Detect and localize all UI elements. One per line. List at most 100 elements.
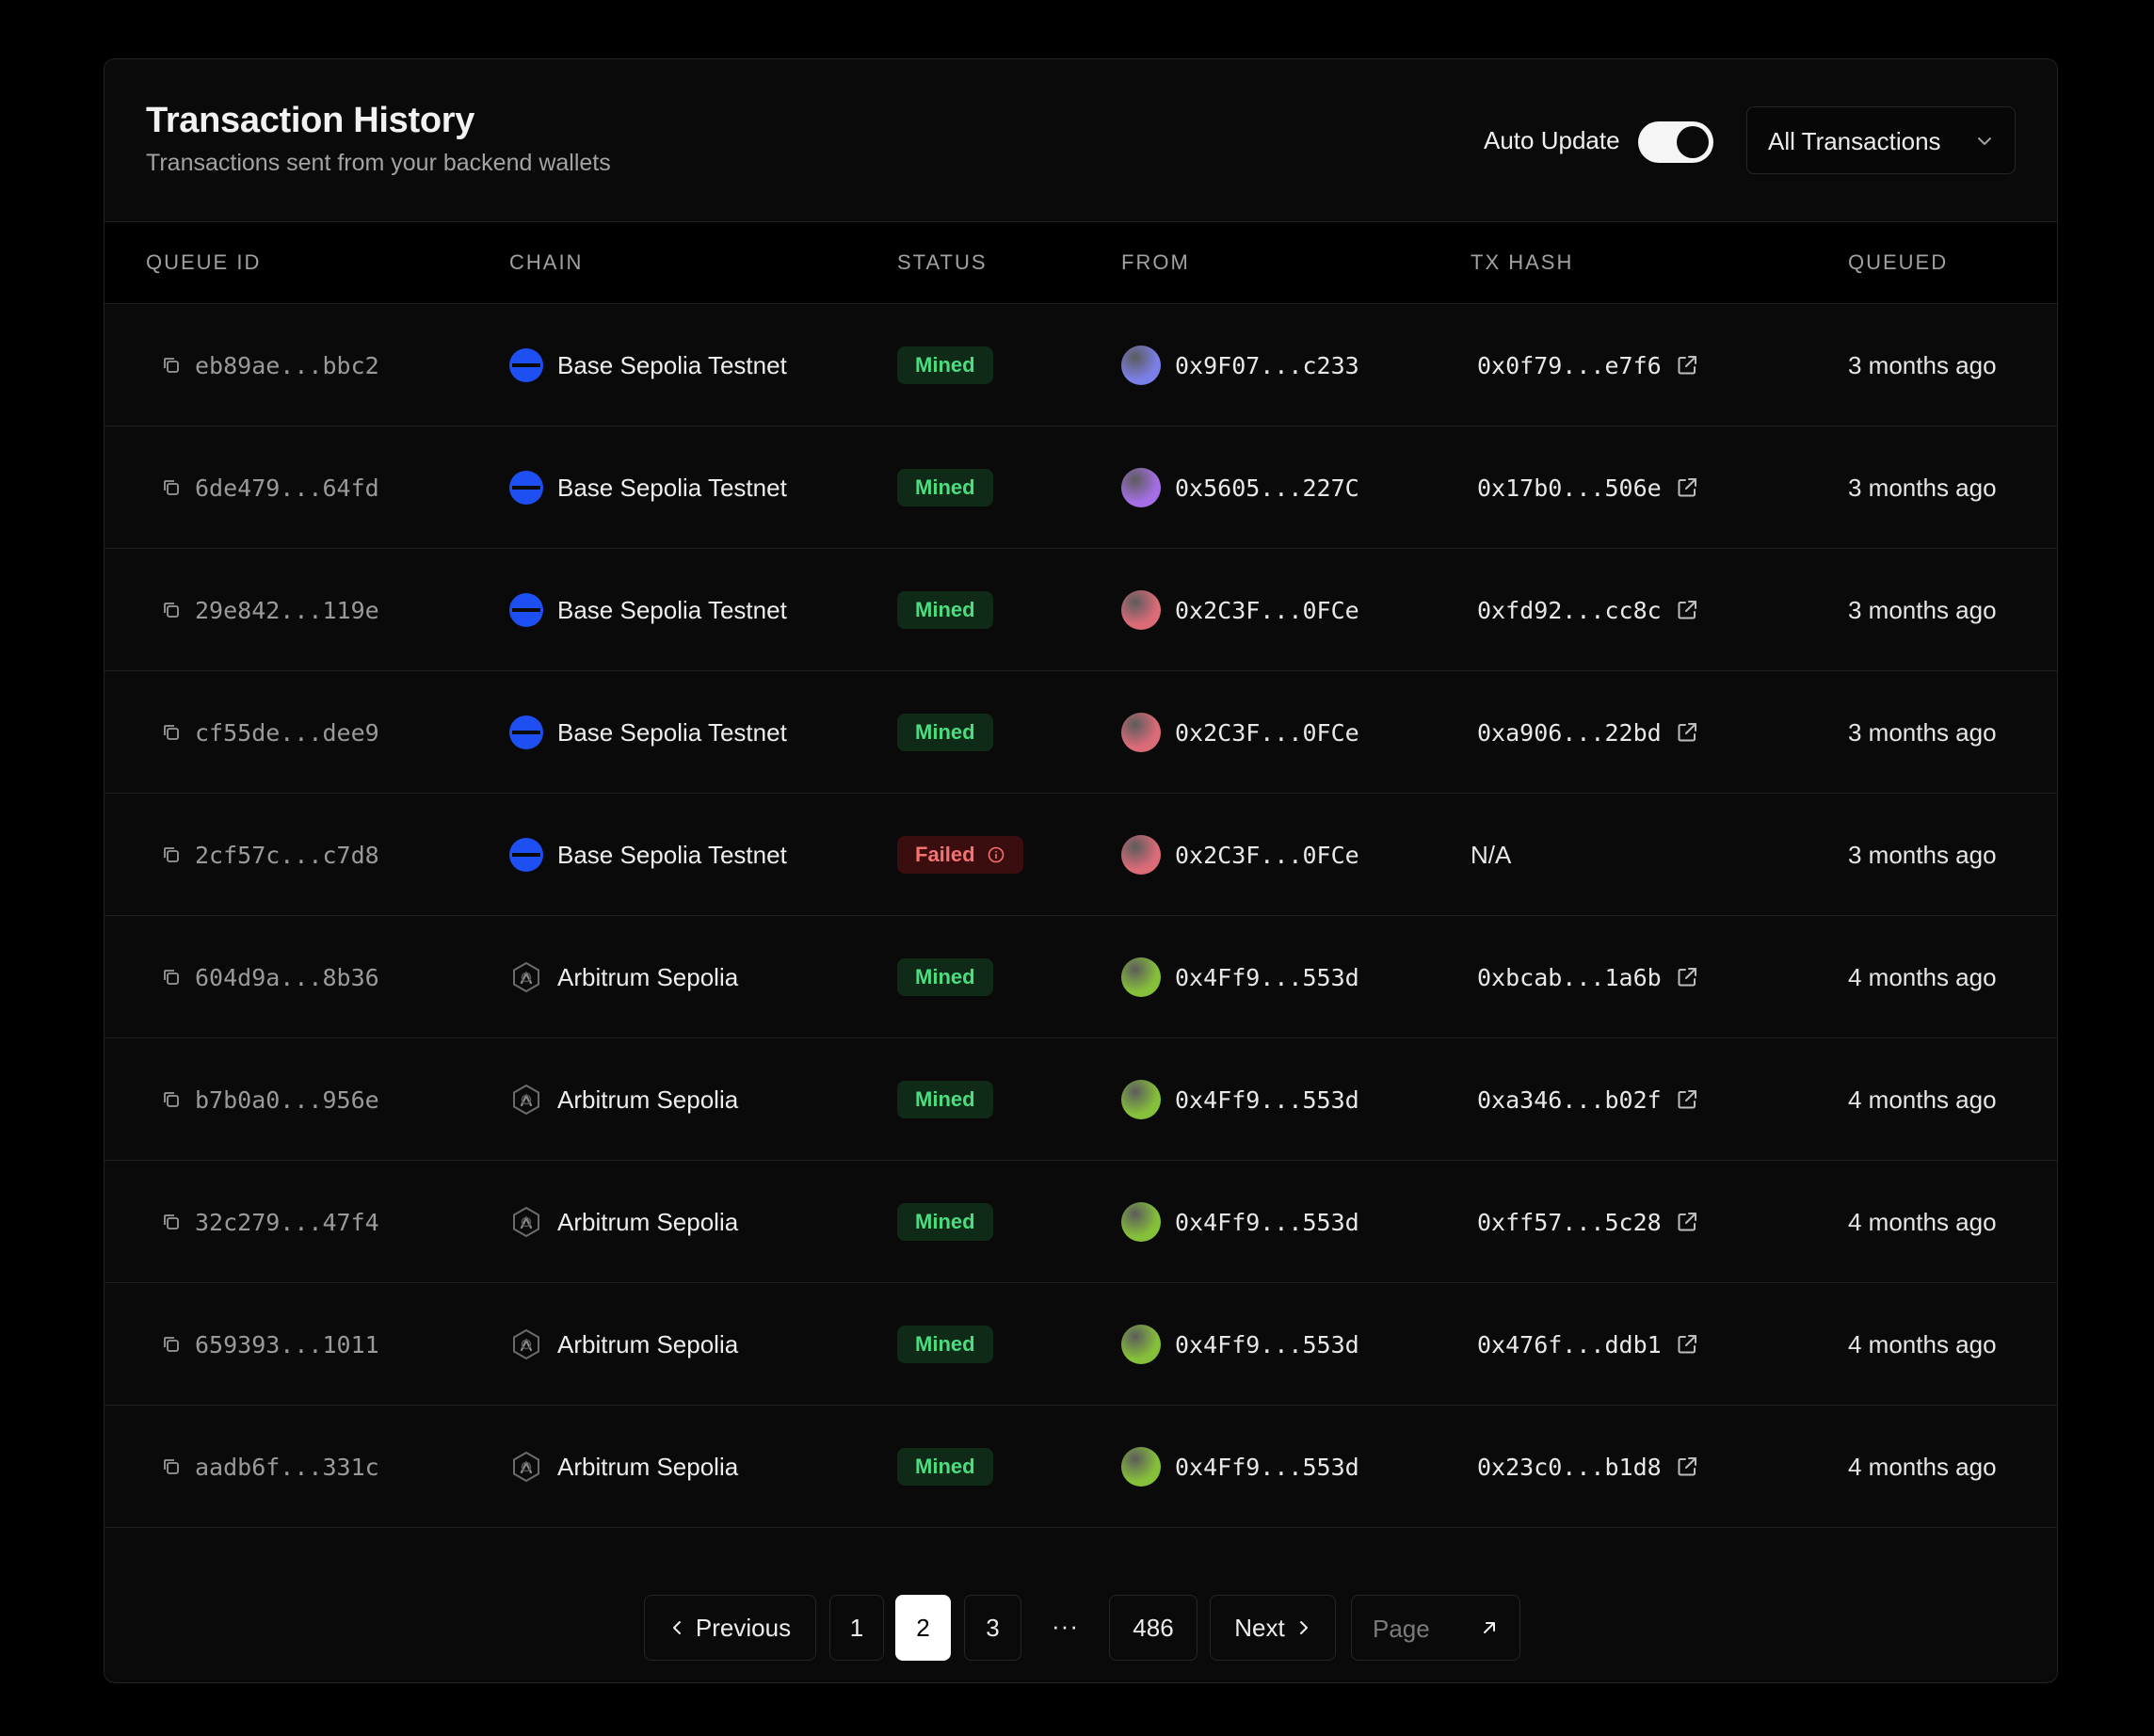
external-link-icon[interactable] xyxy=(1675,965,1699,989)
copy-icon[interactable] xyxy=(161,477,182,498)
queue-id-cell[interactable]: 604d9a...8b36 xyxy=(161,916,379,1038)
base-chain-icon xyxy=(509,715,543,749)
auto-update-toggle[interactable] xyxy=(1638,121,1713,163)
status-text: Failed xyxy=(915,843,975,866)
chain-cell: Arbitrum Sepolia xyxy=(509,1283,738,1406)
tx-hash-link[interactable]: 0xff57...5c28 xyxy=(1477,1161,1699,1283)
status-badge[interactable]: Failed xyxy=(897,836,1023,874)
queue-id-cell[interactable]: 6de479...64fd xyxy=(161,426,379,549)
table-row[interactable]: 604d9a...8b36 Arbitrum Sepolia Mined 0x4Ff9… xyxy=(104,916,2057,1038)
queue-id-cell[interactable]: 659393...1011 xyxy=(161,1283,379,1406)
queued-cell: 3 months ago xyxy=(1848,840,1997,869)
external-link-icon[interactable] xyxy=(1675,353,1699,378)
copy-icon[interactable] xyxy=(161,1456,182,1477)
from-address: 0x4Ff9...553d xyxy=(1175,1453,1359,1481)
copy-icon[interactable] xyxy=(161,600,182,620)
external-link-icon[interactable] xyxy=(1675,1210,1699,1234)
wallet-avatar xyxy=(1121,1080,1161,1119)
external-link-icon[interactable] xyxy=(1675,720,1699,745)
arbitrum-chain-icon xyxy=(509,1327,543,1361)
status-cell: Mined xyxy=(897,1038,993,1161)
status-badge: Mined xyxy=(897,1448,993,1486)
table-row[interactable]: b7b0a0...956e Arbitrum Sepolia Mined 0x4Ff9… xyxy=(104,1038,2057,1161)
external-link-icon[interactable] xyxy=(1675,598,1699,622)
tx-hash-link[interactable]: 0x0f79...e7f6 xyxy=(1477,304,1699,426)
table-row[interactable]: 29e842...119e Base Sepolia Testnet Mined 0x… xyxy=(104,549,2057,671)
from-cell: 0x4Ff9...553d xyxy=(1121,1161,1359,1283)
external-link-icon[interactable] xyxy=(1675,1455,1699,1479)
tx-hash-text: 0x476f...ddb1 xyxy=(1477,1330,1662,1358)
status-badge: Mined xyxy=(897,1326,993,1363)
table-row[interactable]: 32c279...47f4 Arbitrum Sepolia Mined 0x4Ff9… xyxy=(104,1161,2057,1283)
page-2-button[interactable]: 2 xyxy=(895,1595,951,1661)
page-number-input[interactable] xyxy=(1371,1609,1459,1648)
queued-cell: 4 months ago xyxy=(1848,1452,1997,1481)
copy-icon[interactable] xyxy=(161,1334,182,1355)
tx-hash-link[interactable]: 0xfd92...cc8c xyxy=(1477,549,1699,671)
page-3-button[interactable]: 3 xyxy=(964,1595,1021,1661)
info-icon[interactable] xyxy=(987,845,1005,864)
previous-label: Previous xyxy=(695,1613,792,1642)
tx-hash-text: 0xa906...22bd xyxy=(1477,718,1662,747)
column-header-chain: CHAIN xyxy=(509,250,584,274)
external-link-icon[interactable] xyxy=(1675,1087,1699,1112)
copy-icon[interactable] xyxy=(161,1089,182,1110)
copy-icon[interactable] xyxy=(161,967,182,988)
external-link-icon[interactable] xyxy=(1675,475,1699,500)
from-cell: 0x2C3F...0FCe xyxy=(1121,549,1359,671)
queue-id-text: 6de479...64fd xyxy=(195,474,379,502)
from-cell: 0x2C3F...0FCe xyxy=(1121,671,1359,794)
tx-hash-link[interactable]: 0x17b0...506e xyxy=(1477,426,1699,549)
chain-cell: Base Sepolia Testnet xyxy=(509,794,787,916)
page-1-button[interactable]: 1 xyxy=(829,1595,884,1661)
tx-hash-text: 0x17b0...506e xyxy=(1477,474,1662,502)
wallet-avatar xyxy=(1121,957,1161,997)
from-cell: 0x4Ff9...553d xyxy=(1121,1406,1359,1528)
table-row[interactable]: eb89ae...bbc2 Base Sepolia Testnet Mined 0x… xyxy=(104,304,2057,426)
queue-id-cell[interactable]: 29e842...119e xyxy=(161,549,379,671)
queue-id-cell[interactable]: 2cf57c...c7d8 xyxy=(161,794,379,916)
from-cell: 0x9F07...c233 xyxy=(1121,304,1359,426)
external-link-icon[interactable] xyxy=(1675,1332,1699,1357)
queue-id-cell[interactable]: eb89ae...bbc2 xyxy=(161,304,379,426)
chain-cell: Arbitrum Sepolia xyxy=(509,1406,738,1528)
tx-hash-text: 0xfd92...cc8c xyxy=(1477,596,1662,624)
previous-page-button[interactable]: Previous xyxy=(644,1595,816,1661)
chain-name: Base Sepolia Testnet xyxy=(557,473,787,502)
tx-hash-link[interactable]: 0x23c0...b1d8 xyxy=(1477,1406,1699,1528)
copy-icon[interactable] xyxy=(161,355,182,376)
queue-id-text: 29e842...119e xyxy=(195,596,379,624)
next-page-button[interactable]: Next xyxy=(1210,1595,1336,1661)
queue-id-text: eb89ae...bbc2 xyxy=(195,351,379,379)
table-row[interactable]: 659393...1011 Arbitrum Sepolia Mined 0x4Ff9… xyxy=(104,1283,2057,1406)
transaction-filter-select[interactable]: All Transactions xyxy=(1746,106,2016,174)
table-row[interactable]: 2cf57c...c7d8 Base Sepolia Testnet Failed 0… xyxy=(104,794,2057,916)
queue-id-cell[interactable]: 32c279...47f4 xyxy=(161,1161,379,1283)
tx-hash-link[interactable]: 0xbcab...1a6b xyxy=(1477,916,1699,1038)
queue-id-cell[interactable]: b7b0a0...956e xyxy=(161,1038,379,1161)
chain-name: Base Sepolia Testnet xyxy=(557,840,787,869)
queued-cell: 3 months ago xyxy=(1848,473,1997,502)
chain-cell: Arbitrum Sepolia xyxy=(509,916,738,1038)
last-page-button[interactable]: 486 xyxy=(1109,1595,1198,1661)
tx-hash-link[interactable]: 0xa346...b02f xyxy=(1477,1038,1699,1161)
from-cell: 0x4Ff9...553d xyxy=(1121,1283,1359,1406)
copy-icon[interactable] xyxy=(161,1212,182,1232)
status-badge: Mined xyxy=(897,469,993,506)
copy-icon[interactable] xyxy=(161,844,182,865)
arrow-up-right-icon[interactable] xyxy=(1478,1616,1501,1644)
copy-icon[interactable] xyxy=(161,722,182,743)
tx-hash-link[interactable]: 0xa906...22bd xyxy=(1477,671,1699,794)
table-body: eb89ae...bbc2 Base Sepolia Testnet Mined 0x… xyxy=(104,304,2057,1528)
queue-id-cell[interactable]: aadb6f...331c xyxy=(161,1406,379,1528)
chain-name: Arbitrum Sepolia xyxy=(557,1452,739,1481)
chain-name: Base Sepolia Testnet xyxy=(557,717,787,747)
status-text: Mined xyxy=(915,720,975,744)
auto-update-label: Auto Update xyxy=(1484,126,1620,154)
table-row[interactable]: aadb6f...331c Arbitrum Sepolia Mined 0x4Ff9… xyxy=(104,1406,2057,1528)
tx-hash-text: 0xff57...5c28 xyxy=(1477,1208,1662,1236)
queue-id-cell[interactable]: cf55de...dee9 xyxy=(161,671,379,794)
table-row[interactable]: 6de479...64fd Base Sepolia Testnet Mined 0x… xyxy=(104,426,2057,549)
tx-hash-link[interactable]: 0x476f...ddb1 xyxy=(1477,1283,1699,1406)
table-row[interactable]: cf55de...dee9 Base Sepolia Testnet Mined 0x… xyxy=(104,671,2057,794)
